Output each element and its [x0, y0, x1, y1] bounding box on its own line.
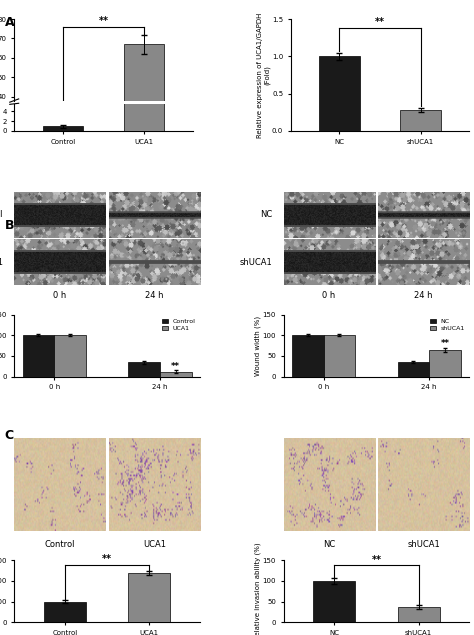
- Text: UCA1: UCA1: [143, 540, 166, 549]
- Bar: [398, 606, 440, 622]
- Legend: Control, UCA1: Control, UCA1: [161, 318, 197, 332]
- Text: **: **: [375, 17, 385, 27]
- Text: B: B: [5, 219, 14, 232]
- Text: C: C: [5, 429, 14, 441]
- Bar: [124, 44, 164, 174]
- Text: 24 h: 24 h: [145, 291, 164, 300]
- Bar: [324, 335, 356, 377]
- Text: 0 h: 0 h: [322, 291, 336, 300]
- Text: Control: Control: [45, 540, 75, 549]
- Bar: [292, 335, 324, 377]
- Bar: [160, 371, 191, 377]
- Text: 24 h: 24 h: [414, 291, 433, 300]
- Text: A: A: [5, 16, 14, 29]
- Bar: [398, 362, 429, 377]
- Bar: [124, 0, 164, 131]
- Text: shUCA1: shUCA1: [240, 258, 273, 267]
- Bar: [128, 362, 160, 377]
- Text: NC: NC: [260, 210, 273, 219]
- Text: **: **: [440, 340, 449, 349]
- Bar: [401, 110, 441, 131]
- Y-axis label: Relative invasion ability (%): Relative invasion ability (%): [255, 542, 261, 635]
- Text: NC: NC: [323, 540, 335, 549]
- Text: UCA1: UCA1: [0, 258, 3, 267]
- Text: **: **: [99, 17, 109, 26]
- Bar: [43, 172, 83, 174]
- Y-axis label: Relative expression of UCA1/GAPDH
(Fold): Relative expression of UCA1/GAPDH (Fold): [257, 12, 271, 138]
- Bar: [44, 601, 86, 622]
- Bar: [55, 335, 86, 377]
- Bar: [128, 573, 170, 622]
- Text: **: **: [102, 554, 112, 565]
- Text: 0 h: 0 h: [53, 291, 66, 300]
- Text: **: **: [372, 555, 382, 565]
- Bar: [319, 57, 360, 131]
- Text: shUCA1: shUCA1: [407, 540, 440, 549]
- Bar: [23, 335, 55, 377]
- Y-axis label: Wound width (%): Wound width (%): [255, 316, 261, 376]
- Bar: [313, 581, 356, 622]
- Text: **: **: [171, 362, 180, 371]
- Legend: NC, shUCA1: NC, shUCA1: [429, 318, 466, 332]
- Bar: [429, 350, 461, 377]
- Text: Control: Control: [0, 210, 3, 219]
- Bar: [43, 126, 83, 131]
